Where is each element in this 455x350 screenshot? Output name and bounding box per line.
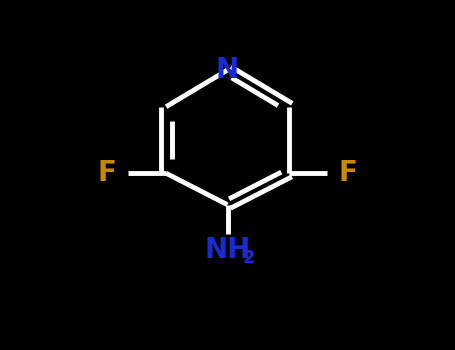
Text: N: N bbox=[216, 56, 239, 84]
Text: F: F bbox=[339, 159, 358, 187]
Text: F: F bbox=[97, 159, 116, 187]
Text: 2: 2 bbox=[243, 249, 256, 267]
Text: NH: NH bbox=[204, 236, 251, 264]
